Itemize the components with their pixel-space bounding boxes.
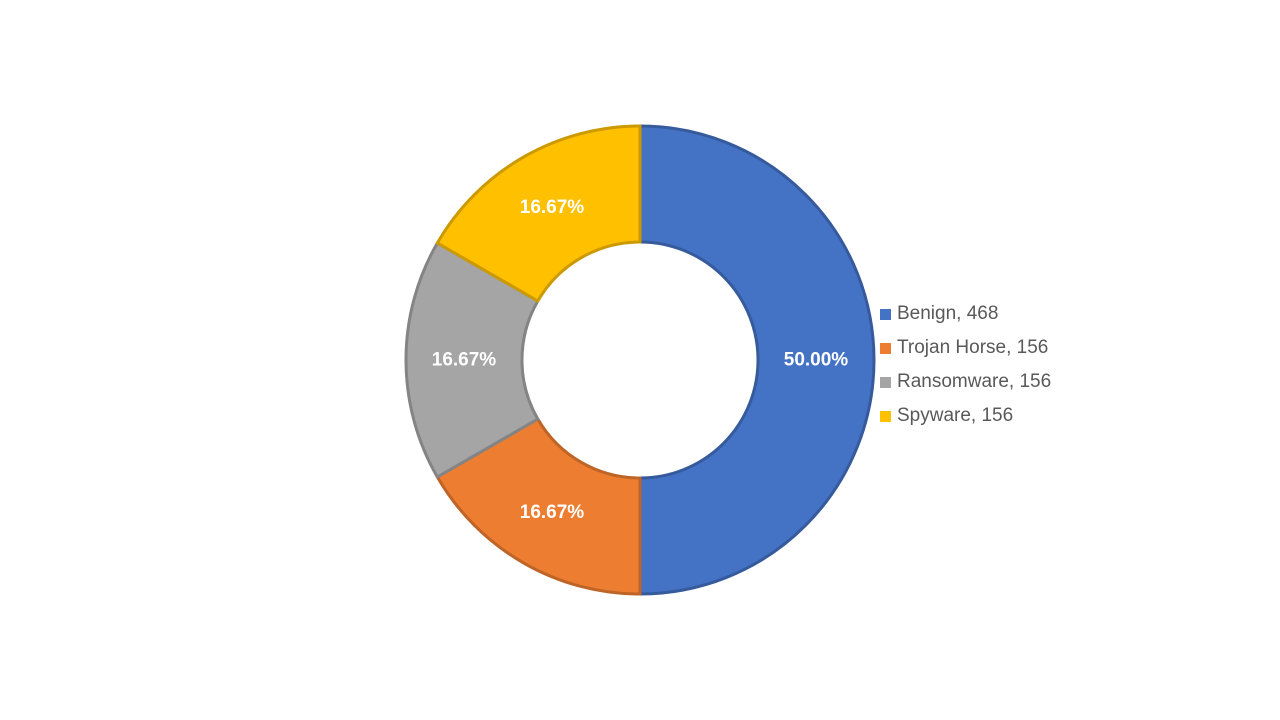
legend-item-trojan-horse: Trojan Horse, 156 xyxy=(880,331,1051,365)
donut-slice-ransomware xyxy=(404,241,540,479)
legend-swatch-ransomware xyxy=(880,376,891,388)
legend-item-ransomware: Ransomware, 156 xyxy=(880,365,1051,399)
data-label-spyware: 16.67% xyxy=(520,197,585,218)
legend-item-benign: Benign, 468 xyxy=(880,297,1051,331)
donut-slice-benign xyxy=(638,124,876,596)
donut-slice-trojan-horse xyxy=(435,417,642,596)
donut-slice-spyware xyxy=(435,124,642,303)
legend-swatch-spyware xyxy=(880,410,891,422)
data-label-trojan-horse: 16.67% xyxy=(520,502,585,523)
legend-label-ransomware: Ransomware, 156 xyxy=(897,371,1052,392)
legend-swatch-benign xyxy=(880,308,891,320)
data-label-ransomware: 16.67% xyxy=(432,350,497,371)
legend-label-trojan-horse: Trojan Horse, 156 xyxy=(897,337,1049,358)
chart-legend: Benign, 468 Trojan Horse, 156 Ransomware… xyxy=(880,297,1051,433)
data-label-benign: 50.00% xyxy=(784,350,849,371)
legend-item-spyware: Spyware, 156 xyxy=(880,399,1051,433)
legend-label-spyware: Spyware, 156 xyxy=(897,405,1014,426)
legend-label-benign: Benign, 468 xyxy=(897,303,999,324)
legend-swatch-trojan-horse xyxy=(880,342,891,354)
